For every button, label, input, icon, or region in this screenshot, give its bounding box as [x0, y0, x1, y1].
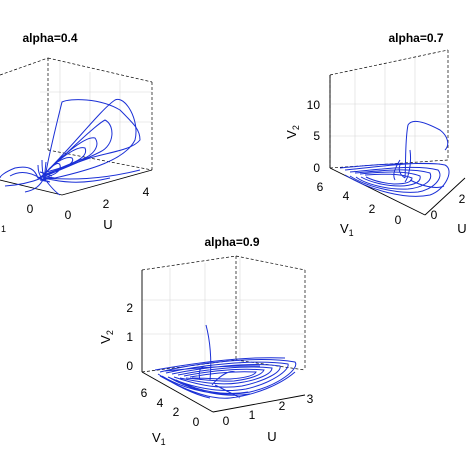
panel3-v2-tick-2: 2 — [126, 301, 133, 315]
panel1-tick-labels: 0 2 4 0 — [27, 185, 150, 222]
panel-alpha-0.7: alpha=0.7 10 5 0 6 4 2 0 0 2 — [284, 31, 467, 238]
panel3-title: alpha=0.9 — [204, 235, 259, 249]
panel3-v1-tick-2: 2 — [173, 405, 180, 419]
panel3-v2-tick-1: 1 — [126, 330, 133, 344]
panel1-u-label: U — [103, 217, 112, 232]
panel2-title: alpha=0.7 — [388, 31, 443, 45]
panel3-v1-label: V1 — [152, 430, 166, 447]
panel3-v2-tick-0: 0 — [126, 359, 133, 373]
panel-alpha-0.4: alpha=0.4 0 2 4 0 U 1 — [0, 31, 153, 234]
panel1-v1-label-sub: 1 — [1, 224, 6, 234]
panel3-u-tick-3: 3 — [307, 392, 314, 406]
panel3-u-tick-0: 0 — [223, 414, 230, 428]
panel2-v2-label-sub: 2 — [291, 125, 301, 130]
panel2-u-label: U — [457, 221, 466, 236]
panel1-u-tick-1: 2 — [103, 197, 110, 211]
panel2-v2-tick-1: 5 — [313, 129, 320, 143]
panel1-box — [0, 57, 153, 196]
panel2-v1-tick-2: 2 — [369, 202, 376, 216]
panel1-v1-tick-0: 0 — [27, 202, 34, 216]
panel3-u-label: U — [267, 429, 276, 444]
panel3-tick-labels: 2 1 0 6 4 2 0 0 1 2 3 — [126, 301, 313, 429]
panel3-v1-tick-0: 6 — [141, 386, 148, 400]
panel1-u-tick-2: 4 — [143, 185, 150, 199]
panel2-v1-label: V1 — [340, 221, 354, 238]
panel2-v1-tick-3: 0 — [395, 213, 402, 227]
panel2-v2-tick-2: 10 — [307, 98, 321, 112]
panel3-trajectory — [154, 324, 297, 399]
panel2-v2-label: V2 — [284, 125, 301, 139]
panel1-u-tick-0: 0 — [65, 208, 72, 222]
panel2-u-tick-0: 0 — [431, 208, 438, 222]
panel3-v1-tick-1: 4 — [157, 396, 164, 410]
panel2-v1-tick-0: 6 — [317, 180, 324, 194]
panel-alpha-0.9: alpha=0.9 2 1 0 6 4 2 0 0 1 — [98, 235, 314, 447]
panel2-trajectory — [339, 120, 450, 197]
panel2-v2-tick-0: 0 — [313, 161, 320, 175]
panel3-v2-label-main: V — [98, 335, 113, 344]
panel2-v2-label-main: V — [284, 130, 299, 139]
panel2-box — [329, 49, 466, 216]
panel1-title: alpha=0.4 — [22, 31, 77, 45]
svg-text:V2: V2 — [284, 125, 301, 139]
panel3-v1-tick-3: 0 — [193, 415, 200, 429]
panel2-v1-label-sub: 1 — [349, 228, 354, 238]
panel3-v1-label-sub: 1 — [161, 437, 166, 447]
panel2-v1-label-main: V — [340, 221, 349, 236]
panel3-v2-label: V2 — [98, 330, 115, 344]
panel3-u-tick-2: 2 — [279, 399, 286, 413]
panel2-v1-tick-1: 4 — [343, 189, 350, 203]
panel2-u-tick-1: 2 — [459, 192, 466, 206]
panel3-box — [141, 255, 306, 413]
panel3-v2-label-sub: 2 — [105, 330, 115, 335]
panel1-trajectory — [0, 98, 141, 196]
panel2-tick-labels: 10 5 0 6 4 2 0 0 2 — [307, 98, 466, 227]
panel1-trajectory-arm — [45, 99, 141, 173]
panel3-v1-label-main: V — [152, 430, 161, 445]
svg-text:V2: V2 — [98, 330, 115, 344]
panel3-u-tick-1: 1 — [249, 408, 256, 422]
